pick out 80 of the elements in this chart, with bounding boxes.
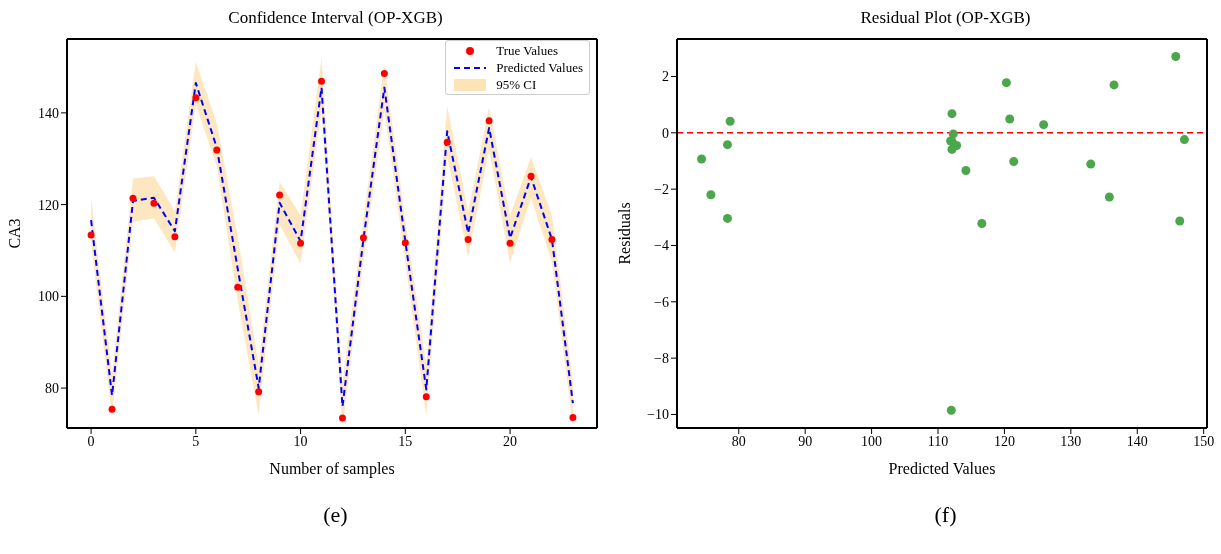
x-tick-label: 140 (1126, 433, 1148, 449)
x-tick-label: 150 (1193, 433, 1215, 449)
point (234, 283, 242, 291)
x-tick-label: 80 (731, 433, 746, 449)
point (1171, 51, 1181, 61)
x-axis-title: Number of samples (269, 460, 395, 478)
x-tick-label: 100 (861, 433, 883, 449)
point (946, 405, 956, 415)
point (1039, 120, 1049, 130)
x-tick-label: 120 (993, 433, 1015, 449)
y-tick-label: 120 (38, 197, 59, 213)
x-tick-label: 110 (927, 433, 949, 449)
point (1109, 80, 1119, 90)
point (318, 77, 326, 85)
text: (e) (322, 502, 349, 528)
point (697, 154, 707, 164)
y-tick-label: −8 (654, 351, 669, 367)
text: (f) (933, 502, 958, 528)
point (297, 239, 305, 247)
point (722, 213, 732, 223)
point (548, 235, 556, 243)
point (192, 94, 200, 102)
point (150, 199, 158, 207)
point (1086, 159, 1096, 169)
point (359, 234, 367, 242)
point (213, 146, 221, 154)
x-tick-label: 5 (192, 433, 200, 449)
y-tick-label: 80 (45, 381, 59, 397)
annotation: 95% CI (496, 76, 537, 93)
point (464, 235, 472, 243)
y-tick-label: −6 (654, 294, 669, 310)
point (276, 191, 284, 199)
point (725, 116, 735, 126)
point (947, 144, 957, 154)
point (171, 233, 179, 241)
y-tick-label: −4 (654, 238, 669, 254)
point (527, 172, 535, 180)
y-tick-label: 140 (38, 105, 59, 121)
point (1179, 135, 1189, 145)
point (569, 413, 577, 421)
chart-title: Residual Plot (OP-XGB) (859, 8, 1032, 29)
x-tick-label: 10 (293, 433, 308, 449)
point (1009, 157, 1019, 167)
point (443, 138, 451, 146)
point (87, 231, 95, 239)
y-axis-title: Residuals (615, 202, 633, 265)
point (706, 190, 716, 200)
y-axis-title: CA3 (5, 218, 23, 249)
x-tick-label: 0 (87, 433, 95, 449)
y-tick-label: 0 (662, 125, 669, 141)
y-tick-label: −2 (654, 182, 669, 198)
point (380, 69, 388, 77)
x-tick-label: 15 (398, 433, 413, 449)
point (422, 393, 430, 401)
point (338, 414, 346, 422)
x-tick-label: 20 (503, 433, 518, 449)
chart-title: Confidence Interval (OP-XGB) (227, 8, 444, 29)
point (961, 166, 971, 176)
y-tick-label: −10 (647, 407, 669, 423)
legend-label: Predicted Values (496, 59, 583, 76)
point (485, 117, 493, 125)
point (1005, 114, 1015, 124)
point (108, 405, 116, 413)
point (401, 239, 409, 247)
x-axis-title: Predicted Values (888, 460, 996, 477)
point (947, 109, 957, 119)
point (948, 129, 958, 139)
legend-label: True Values (496, 42, 558, 59)
point (722, 140, 732, 150)
point (977, 219, 987, 228)
y-tick-label: 100 (38, 289, 59, 305)
x-tick-label: 130 (1060, 433, 1082, 449)
point (1104, 192, 1114, 202)
y-tick-label: 2 (662, 69, 669, 85)
point (129, 194, 137, 202)
point (255, 388, 263, 396)
x-tick-label: 90 (798, 433, 813, 449)
point (1001, 78, 1011, 88)
point (506, 239, 514, 247)
point (1175, 216, 1185, 226)
